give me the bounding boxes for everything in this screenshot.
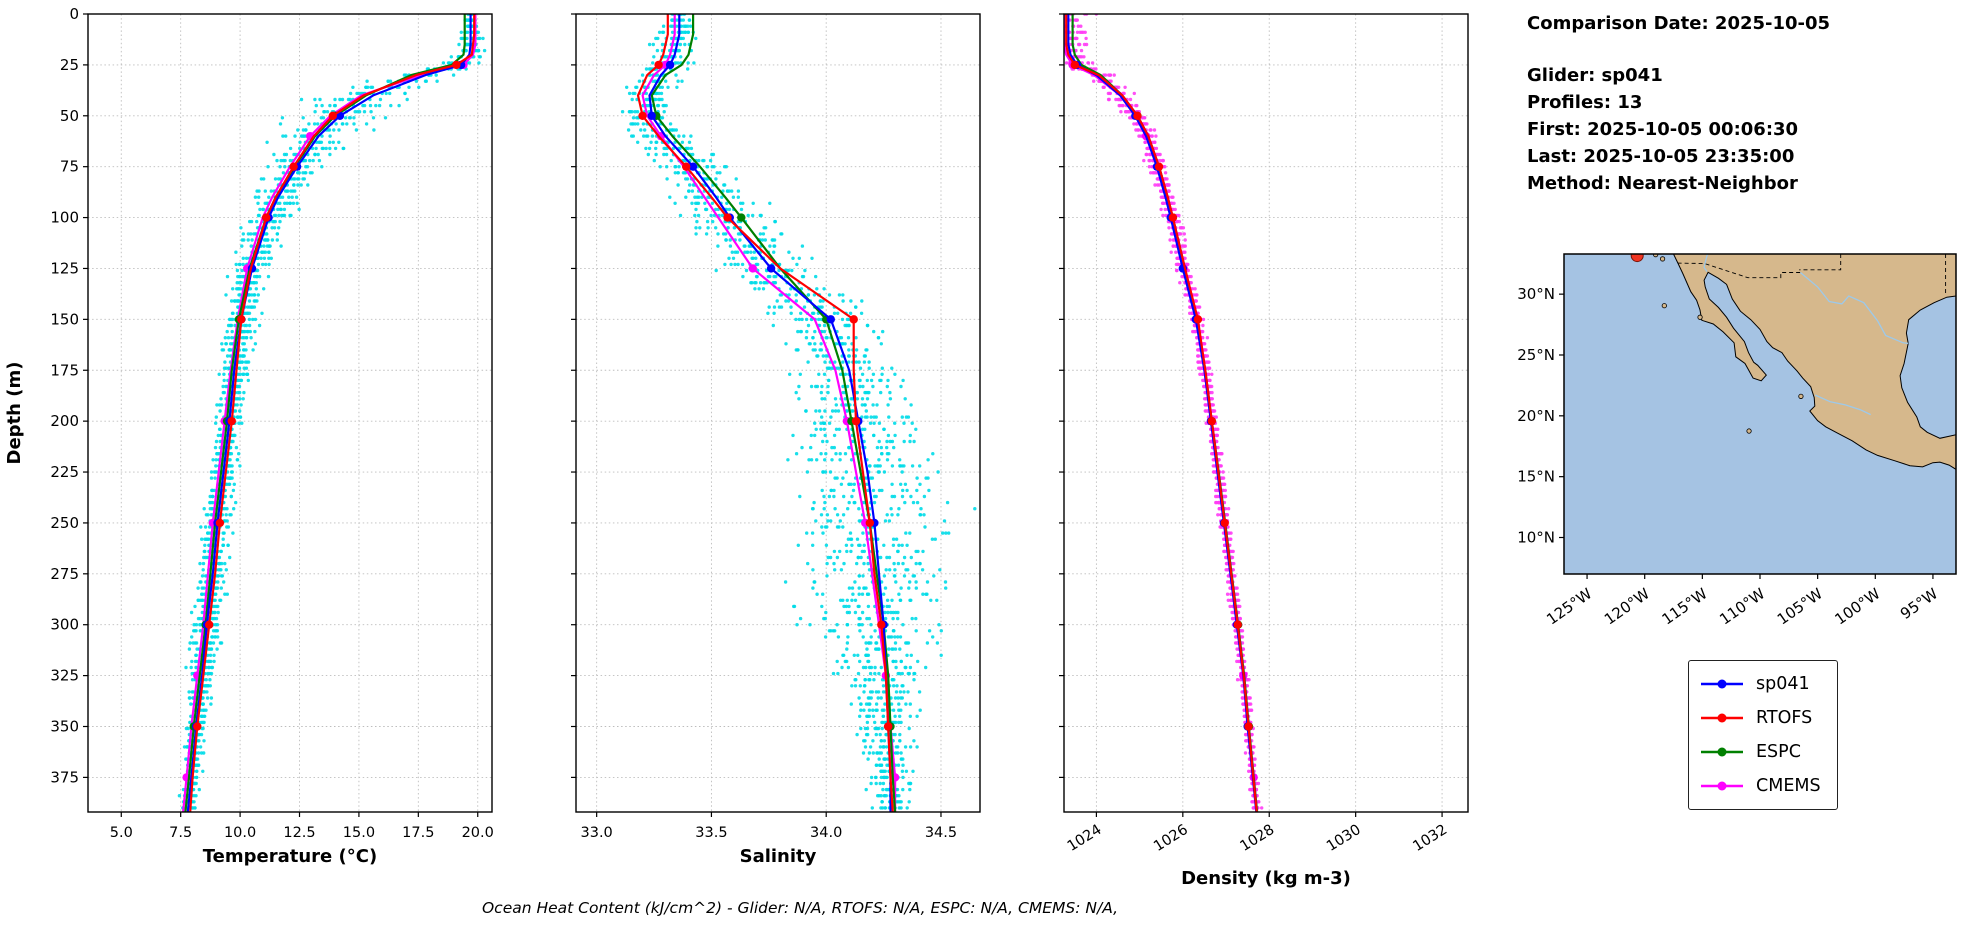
svg-text:275: 275	[50, 565, 79, 583]
svg-text:300: 300	[50, 616, 79, 634]
svg-text:Depth (m): Depth (m)	[4, 362, 25, 465]
svg-text:5.0: 5.0	[110, 825, 133, 841]
svg-text:200: 200	[50, 412, 79, 430]
salinity-profile-chart: 33.0 33.5 34.0 34.5 Salinity	[571, 13, 981, 867]
legend-item-cmems: CMEMS	[1699, 769, 1821, 803]
legend-label: CMEMS	[1756, 776, 1821, 796]
svg-text:175: 175	[50, 361, 79, 379]
svg-text:350: 350	[50, 718, 79, 736]
legend-item-rtofs: RTOFS	[1699, 701, 1821, 735]
svg-text:17.5: 17.5	[402, 825, 434, 841]
svg-text:34.5: 34.5	[925, 825, 957, 841]
legend: sp041 RTOFS ESPC CMEMS	[1688, 660, 1838, 810]
svg-text:75: 75	[60, 158, 79, 176]
legend-marker-icon	[1701, 781, 1743, 791]
info-spacer	[1527, 37, 1830, 62]
svg-text:20.0: 20.0	[462, 825, 494, 841]
temperature-profile-chart: 5.0 7.5 10.0 12.5 15.0 17.5 20.0 0 25 50 75 100 125 1…	[4, 5, 494, 867]
legend-item-espc: ESPC	[1699, 735, 1821, 769]
legend-marker-icon	[1701, 679, 1743, 689]
legend-item-sp041: sp041	[1699, 667, 1821, 701]
glider-id-text: Glider: sp041	[1527, 65, 1663, 86]
legend-marker-icon	[1701, 713, 1743, 723]
legend-label: RTOFS	[1756, 708, 1813, 728]
first-profile-time-text: First: 2025-10-05 00:06:30	[1527, 119, 1799, 140]
svg-text:33.5: 33.5	[695, 825, 727, 841]
legend-label: sp041	[1756, 674, 1810, 694]
svg-text:0: 0	[69, 5, 79, 23]
svg-text:33.0: 33.0	[581, 825, 613, 841]
profiles-count-text: Profiles: 13	[1527, 92, 1643, 113]
svg-text:150: 150	[50, 310, 79, 328]
svg-text:10.0: 10.0	[224, 825, 256, 841]
legend-marker-icon	[1701, 747, 1743, 757]
svg-text:Salinity: Salinity	[740, 846, 817, 867]
svg-text:Temperature (°C): Temperature (°C)	[203, 846, 377, 867]
last-profile-time-text: Last: 2025-10-05 23:35:00	[1527, 146, 1795, 167]
svg-text:125: 125	[50, 259, 79, 277]
ocean-heat-content-caption: Ocean Heat Content (kJ/cm^2) - Glider: N…	[481, 899, 1119, 917]
svg-text:12.5: 12.5	[283, 825, 315, 841]
glider-position-marker	[1630, 254, 1644, 263]
info-panel: Comparison Date: 2025-10-05 Glider: sp04…	[1527, 10, 1830, 197]
svg-text:25: 25	[60, 56, 79, 74]
svg-text:7.5: 7.5	[169, 825, 192, 841]
legend-label: ESPC	[1756, 742, 1801, 762]
svg-text:100: 100	[50, 209, 79, 227]
svg-text:15.0: 15.0	[343, 825, 375, 841]
svg-text:225: 225	[50, 463, 79, 481]
method-text: Method: Nearest-Neighbor	[1527, 173, 1798, 194]
svg-text:375: 375	[50, 768, 79, 786]
comparison-date-text: Comparison Date: 2025-10-05	[1527, 13, 1831, 34]
svg-text:34.0: 34.0	[810, 825, 842, 841]
legend-rows: sp041 RTOFS ESPC CMEMS	[1699, 667, 1821, 803]
svg-text:50: 50	[60, 107, 79, 125]
svg-text:250: 250	[50, 514, 79, 532]
svg-text:325: 325	[50, 667, 79, 685]
